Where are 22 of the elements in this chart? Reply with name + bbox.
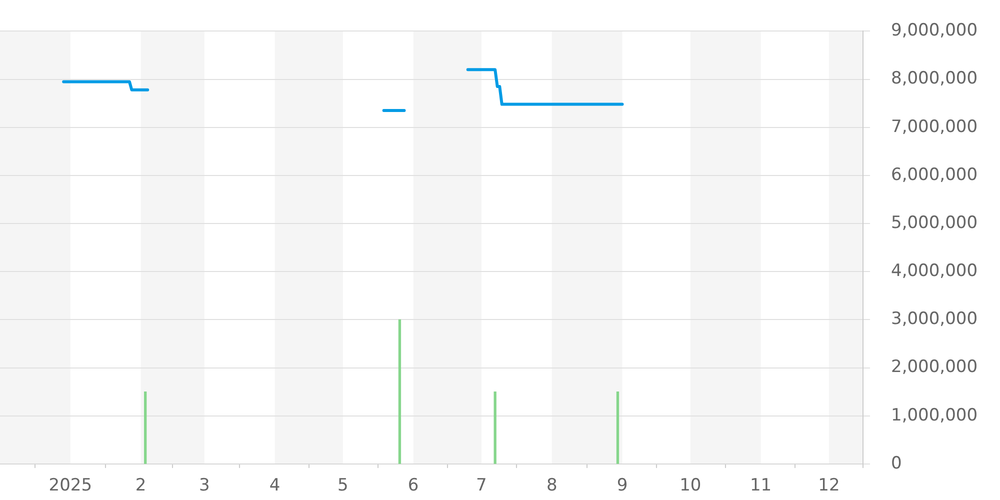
y-tick-label: 9,000,000	[891, 20, 978, 41]
x-tick-label: 2	[135, 476, 146, 496]
x-tick-label: 7	[476, 476, 487, 496]
x-tick-label: 11	[750, 476, 772, 496]
x-tick-label: 5	[338, 476, 348, 496]
x-tick-label: 4	[269, 476, 280, 496]
y-tick-label: 5,000,000	[891, 212, 978, 233]
y-tick-label: 7,000,000	[891, 116, 978, 137]
x-tick-label: 10	[680, 476, 702, 496]
y-tick-label: 6,000,000	[891, 164, 978, 185]
x-tick-label: 9	[616, 476, 628, 496]
y-tick-label: 2,000,000	[891, 357, 978, 378]
y-tick-label: 0	[891, 453, 902, 474]
x-tick-label: 6	[408, 476, 419, 496]
y-tick-label: 4,000,000	[891, 261, 978, 282]
x-tick-label: 12	[818, 476, 840, 496]
y-tick-label: 1,000,000	[891, 405, 978, 426]
x-tick-label: 2025	[48, 476, 92, 496]
y-tick-label: 8,000,000	[891, 68, 978, 89]
y-tick-label: 3,000,000	[891, 309, 978, 330]
x-tick-label: 8	[546, 476, 558, 496]
x-tick-label: 3	[198, 476, 210, 496]
